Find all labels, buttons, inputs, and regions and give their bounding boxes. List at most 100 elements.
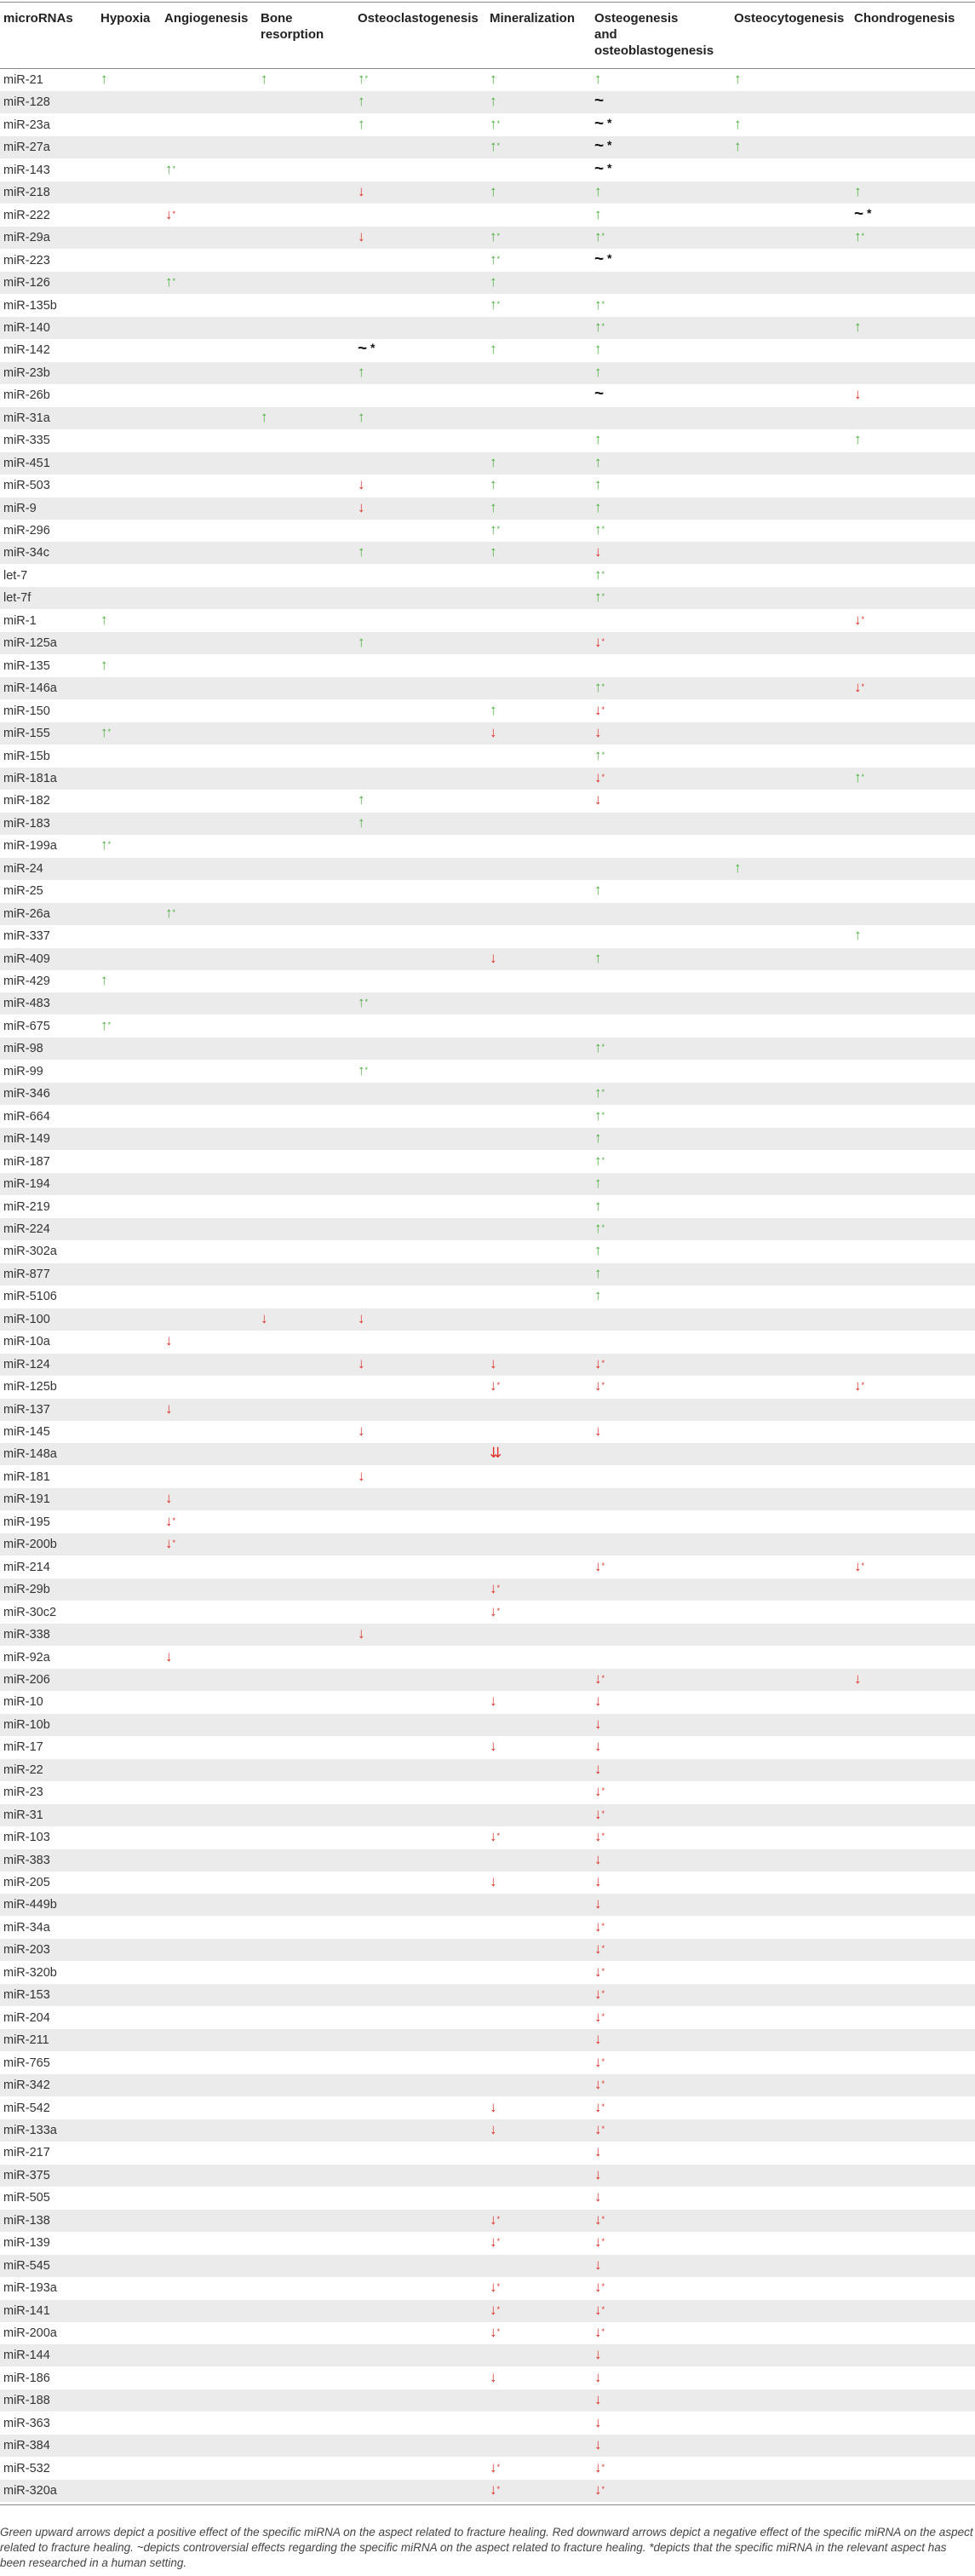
up-arrow-icon: ↑ (734, 859, 742, 876)
mirna-name: miR-191 (3, 1492, 50, 1507)
human-study-marker: * (496, 2282, 501, 2291)
human-study-marker: * (172, 277, 176, 286)
human-study-marker: * (604, 250, 612, 265)
down-arrow-icon: ↓* (594, 2053, 605, 2070)
header-line: Hypoxia (100, 11, 151, 26)
up-arrow-icon: ↑ (490, 183, 497, 200)
mirna-name: miR-1 (3, 613, 37, 628)
human-study-marker: * (601, 232, 605, 241)
up-arrow-icon: ↑* (594, 1219, 605, 1236)
human-study-marker: * (364, 74, 369, 83)
down-arrow-icon: ↓* (594, 1377, 605, 1394)
mirna-name: miR-135b (3, 298, 57, 313)
up-arrow-icon: ↑ (490, 498, 497, 515)
down-arrow-icon: ↓* (594, 1828, 605, 1845)
down-arrow-icon: ↓ (594, 1693, 602, 1710)
down-arrow-icon: ↓* (490, 2279, 501, 2296)
mirna-name: miR-26a (3, 906, 50, 921)
table-row: miR-100 ↓ ↓ (0, 1308, 975, 1331)
mirna-name: miR-765 (3, 2056, 50, 2070)
up-arrow-icon: ↑ (100, 656, 108, 673)
up-arrow-icon: ↑* (854, 228, 865, 245)
mirna-name: miR-346 (3, 1087, 50, 1101)
up-arrow-icon: ↑ (854, 431, 862, 448)
mirna-name: miR-451 (3, 456, 50, 470)
down-arrow-icon: ↓* (490, 1828, 501, 1845)
table-row: miR-532 ↓* ↓* (0, 2458, 975, 2480)
up-arrow-icon: ↑ (100, 972, 108, 988)
mirna-name: miR-137 (3, 1402, 50, 1417)
mirna-name: miR-31 (3, 1808, 43, 1822)
table-row: miR-429 ↑ (0, 970, 975, 992)
col-header-osteoclastogenesis: Osteoclastogenesis (358, 10, 479, 26)
down-arrow-icon: ↓* (594, 1918, 605, 1935)
table-row: miR-342 ↓* (0, 2074, 975, 2097)
up-arrow-icon: ↑ (594, 476, 602, 493)
down-arrow-icon: ↓* (594, 1963, 605, 1980)
table-row: miR-363 ↓ (0, 2412, 975, 2435)
human-study-marker: * (601, 2124, 605, 2133)
table-row: miR-188 ↓ (0, 2389, 975, 2412)
down-arrow-icon: ↓* (594, 1670, 605, 1687)
table-row: miR-10 ↓ ↓ (0, 1691, 975, 1713)
human-study-marker: * (496, 2304, 501, 2314)
up-arrow-icon: ↑ (594, 205, 602, 222)
human-study-marker: * (601, 321, 605, 331)
human-study-marker: * (601, 2079, 605, 2089)
double-down-arrow-icon: ⇊ (490, 1445, 502, 1462)
human-study-marker: * (601, 2327, 605, 2336)
mirna-name: miR-204 (3, 2010, 50, 2025)
down-arrow-icon: ↓* (594, 2458, 605, 2475)
up-arrow-icon: ↑* (594, 1084, 605, 1101)
controversial-tilde-icon: ~ * (594, 250, 612, 268)
mirna-name: miR-320b (3, 1965, 57, 1980)
up-arrow-icon: ↑ (854, 183, 862, 200)
mirna-name: miR-205 (3, 1876, 50, 1889)
mirna-name: miR-23a (3, 118, 50, 132)
down-arrow-icon: ↓ (165, 1332, 173, 1349)
up-arrow-icon: ↑* (358, 994, 369, 1011)
up-arrow-icon: ↑* (490, 228, 501, 245)
human-study-marker: * (861, 682, 865, 692)
up-arrow-icon: ↑* (100, 837, 112, 854)
human-study-marker: * (601, 1155, 605, 1164)
human-study-marker: * (861, 772, 865, 781)
table-row: miR-9 ↓ ↑ ↑ (0, 497, 975, 520)
down-arrow-icon: ↓ (490, 1693, 497, 1710)
up-arrow-icon: ↑ (100, 71, 108, 87)
controversial-tilde-icon: ~ * (594, 114, 612, 133)
mirna-name: miR-181a (3, 771, 57, 785)
table-row: miR-205 ↓ ↓ (0, 1872, 975, 1894)
human-study-marker: * (496, 232, 501, 241)
table-row: miR-125b ↓* ↓* ↓* (0, 1376, 975, 1398)
down-arrow-icon: ↓ (490, 1354, 497, 1371)
col-header-mineralization: Mineralization (490, 10, 575, 26)
down-arrow-icon: ↓* (594, 768, 605, 785)
table-row: miR-218 ↓ ↑ ↑ ↑ (0, 181, 975, 204)
mirna-name: miR-98 (3, 1042, 43, 1056)
table-row: miR-25 ↑ (0, 880, 975, 902)
table-row: miR-23b ↑ ↑ (0, 361, 975, 384)
human-study-marker: * (601, 1673, 605, 1682)
header-line: Bone (261, 11, 293, 26)
table-row: miR-337 ↑ (0, 925, 975, 947)
human-study-marker: * (496, 2237, 501, 2246)
down-arrow-icon: ↓ (490, 2368, 497, 2385)
col-header-osteogenesis: Osteogenesis and osteoblastogenesis (594, 10, 714, 59)
table-row: miR-320b ↓* (0, 1962, 975, 1984)
up-arrow-icon: ↑* (490, 115, 501, 132)
human-study-marker: * (496, 2214, 501, 2223)
table-row: miR-1 ↑ ↓* (0, 610, 975, 632)
table-row: miR-31 ↓* (0, 1803, 975, 1826)
table-row: miR-5106 ↑ (0, 1285, 975, 1308)
human-study-marker: * (601, 2485, 605, 2494)
table-row: miR-181 ↓ (0, 1466, 975, 1488)
table-row: miR-338 ↓ (0, 1624, 975, 1647)
table-row: miR-15b ↑* (0, 745, 975, 768)
mirna-name: miR-27a (3, 141, 50, 155)
down-arrow-icon: ↓ (594, 2436, 602, 2453)
col-header-osteocytogenesis: Osteocytogenesis (734, 10, 844, 26)
down-arrow-icon: ↓ (490, 949, 497, 966)
header-line: Angiogenesis (164, 11, 249, 26)
table-row: miR-146a ↑* ↓* (0, 677, 975, 700)
